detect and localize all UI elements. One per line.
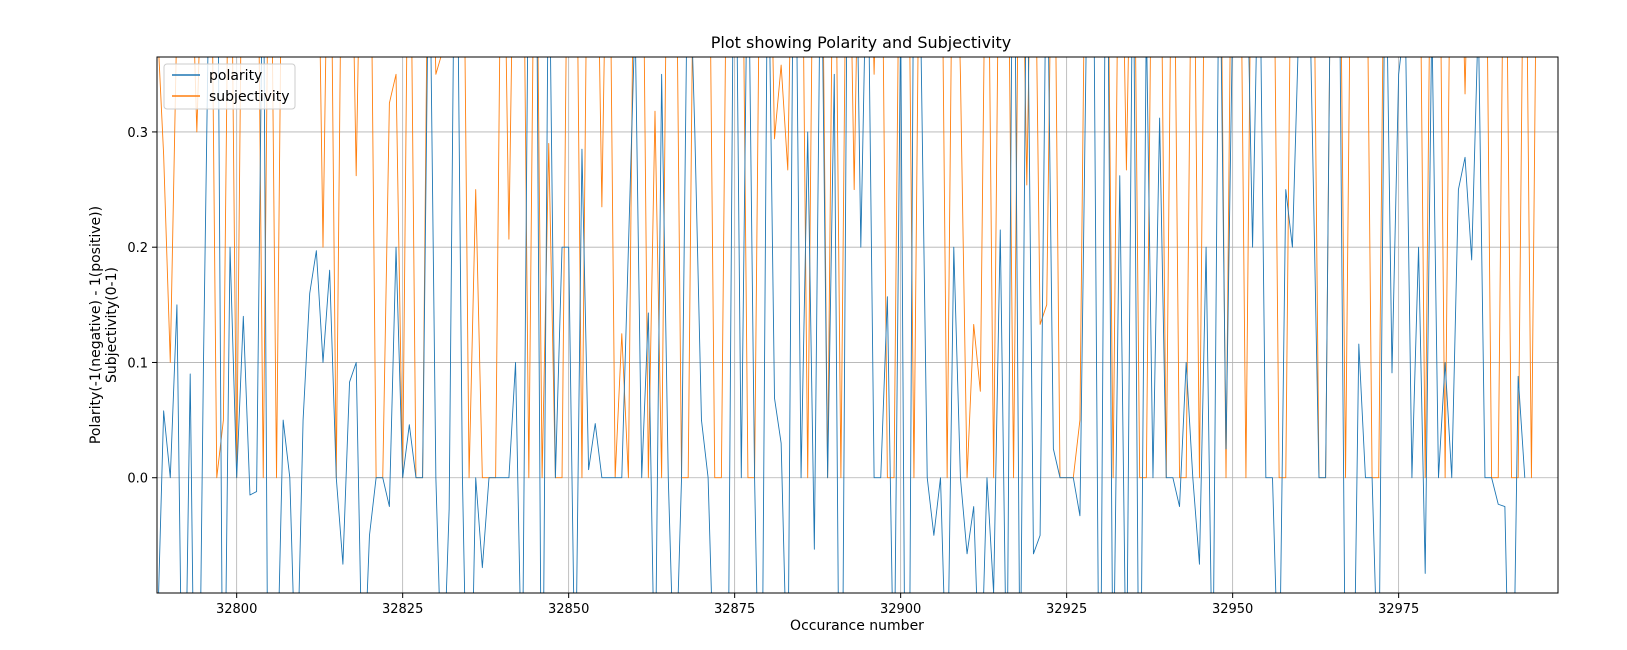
y-tick-label: 0.2	[127, 241, 148, 256]
legend-label-polarity: polarity	[209, 68, 262, 84]
x-tick-label: 32800	[216, 602, 257, 617]
legend: polarity subjectivity	[163, 63, 296, 110]
x-tick-label: 32950	[1212, 602, 1253, 617]
x-tick-label: 32875	[714, 602, 755, 617]
y-axis-label-line2: Subjectivity(0-1)	[104, 267, 120, 383]
x-tick-label: 32900	[880, 602, 921, 617]
legend-label-subjectivity: subjectivity	[209, 89, 290, 105]
series-lines	[158, 57, 1536, 593]
x-tick-label: 32975	[1378, 602, 1419, 617]
series-line-subjectivity	[158, 57, 1536, 479]
x-tick-label: 32850	[548, 602, 589, 617]
x-tick-label: 32925	[1046, 602, 1087, 617]
y-tick-label: 0.3	[127, 126, 148, 141]
axis-ticks: 32800 32825 32850 32875 32900 32925 32950 32975…	[127, 126, 1419, 617]
y-axis-label-line1: Polarity(-1(negative) - 1(positive))	[88, 206, 104, 444]
x-tick-label: 32825	[382, 602, 423, 617]
x-axis-label: Occurance number	[790, 618, 924, 634]
chart-title: Plot showing Polarity and Subjectivity	[711, 33, 1012, 52]
series-line-polarity	[158, 57, 1526, 593]
y-tick-label: 0.0	[127, 472, 148, 487]
y-tick-label: 0.1	[127, 356, 148, 371]
plot-frame	[156, 56, 1559, 594]
